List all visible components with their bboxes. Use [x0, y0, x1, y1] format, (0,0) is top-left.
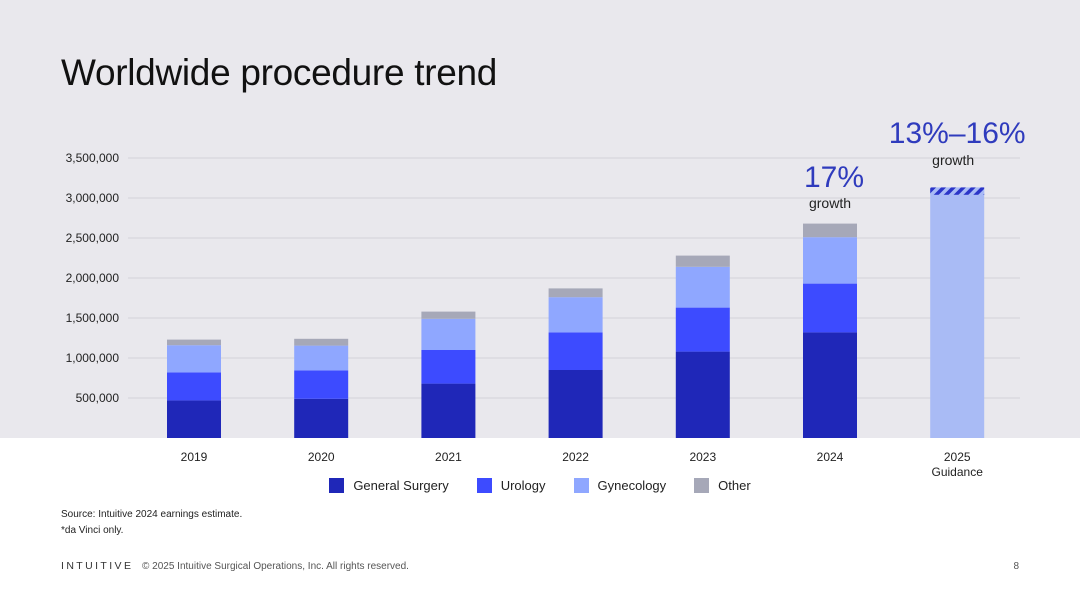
bar-other: [294, 338, 349, 346]
bar-gynecology: [675, 266, 730, 308]
bar-urology: [803, 283, 857, 333]
bar-gynecology: [294, 345, 349, 371]
stacked-bar-chart: 500,000 1,000,000 1,500,000 2,000,000 2,500,…: [66, 117, 1026, 479]
y-tick-label: 1,500,000: [66, 311, 120, 325]
bar-urology: [167, 372, 221, 401]
copyright-text: © 2025 Intuitive Surgical Operations, In…: [142, 561, 409, 572]
bar-general-surgery: [421, 383, 476, 438]
bar-urology: [421, 350, 476, 384]
bar-other: [675, 255, 730, 267]
x-tick-label: 2022: [562, 450, 589, 464]
growth-annotation-sublabel: growth: [809, 195, 851, 211]
bar-gynecology: [803, 237, 857, 284]
y-tick-label: 3,500,000: [66, 151, 120, 165]
bar-general-surgery: [803, 332, 857, 438]
bar-guidance-range: [930, 187, 985, 195]
legend-swatch: [329, 478, 345, 493]
x-tick-label: 2025: [944, 450, 971, 464]
guidance-growth-label: 13%–16%: [889, 117, 1026, 150]
bar-other: [548, 288, 603, 298]
guidance-growth-sublabel: growth: [932, 152, 974, 168]
bar-urology: [548, 332, 603, 370]
legend-swatch: [573, 478, 589, 493]
x-tick-label: 2021: [435, 450, 462, 464]
legend-item-urology: Urology: [476, 478, 546, 493]
x-tick-label: 2020: [308, 450, 335, 464]
bar-general-surgery: [294, 398, 349, 438]
bar-general-surgery: [167, 400, 221, 438]
bar-gynecology: [548, 297, 603, 333]
y-tick-label: 2,000,000: [66, 271, 120, 285]
bar-general-surgery: [548, 370, 603, 438]
legend-label: General Surgery: [353, 478, 449, 493]
bar-guidance: [930, 188, 985, 438]
growth-annotation: 17%: [804, 161, 864, 194]
chart-legend: General Surgery Urology Gynecology Other: [0, 478, 1080, 493]
page-title: Worldwide procedure trend: [61, 52, 498, 93]
x-tick-label: 2023: [689, 450, 716, 464]
bar-other: [803, 223, 857, 238]
bar-urology: [294, 370, 349, 399]
y-tick-label: 2,500,000: [66, 231, 120, 245]
legend-item-other: Other: [694, 478, 751, 493]
bar-gynecology: [167, 345, 221, 373]
source-notes: Source: Intuitive 2024 earnings estimate…: [61, 507, 242, 539]
legend-swatch: [694, 478, 710, 493]
legend-label: Gynecology: [597, 478, 667, 493]
bar-other: [421, 311, 476, 319]
x-tick-label: 2019: [181, 450, 208, 464]
legend-swatch: [476, 478, 492, 493]
y-tick-label: 3,000,000: [66, 191, 120, 205]
y-tick-label: 500,000: [76, 391, 120, 405]
bar-general-surgery: [675, 351, 730, 438]
source-note: Source: Intuitive 2024 earnings estimate…: [61, 509, 243, 520]
x-tick-label: 2024: [817, 450, 844, 464]
bar-urology: [675, 307, 730, 352]
x-tick-sublabel: Guidance: [932, 465, 984, 479]
intuitive-logo: INTUITIVE: [61, 560, 134, 572]
legend-label: Urology: [500, 478, 546, 493]
page-number: 8: [1013, 561, 1019, 572]
legend-label: Other: [718, 478, 751, 493]
footnote: *da Vinci only.: [61, 525, 124, 536]
bar-other: [167, 339, 221, 346]
legend-item-general-surgery: General Surgery: [329, 478, 449, 493]
legend-item-gynecology: Gynecology: [573, 478, 667, 493]
bar-gynecology: [421, 318, 476, 350]
y-tick-label: 1,000,000: [66, 351, 120, 365]
